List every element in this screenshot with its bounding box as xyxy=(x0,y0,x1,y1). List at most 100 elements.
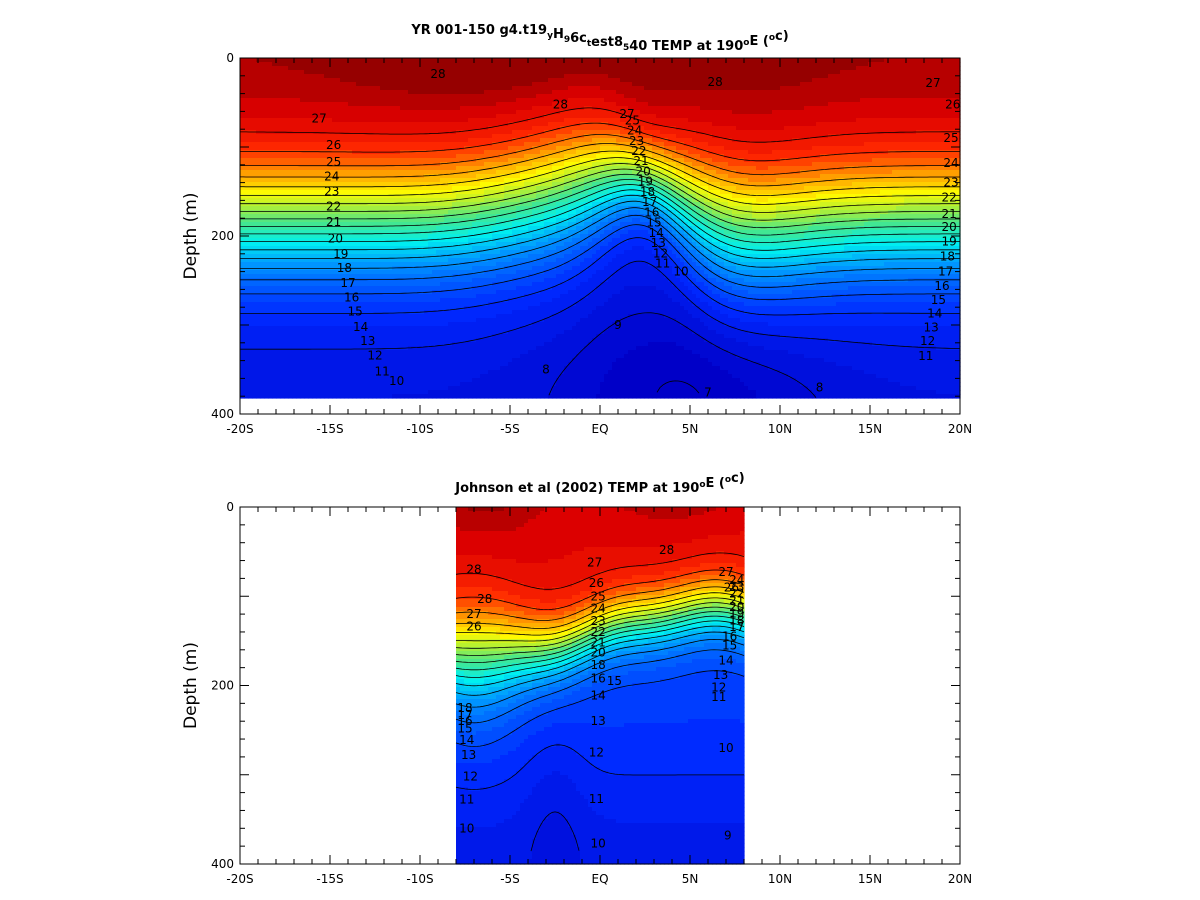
contour-label: 27 xyxy=(619,107,634,121)
contour-label: 21 xyxy=(326,215,341,229)
contour-line xyxy=(455,569,745,611)
contour-label: 18 xyxy=(940,250,955,264)
contour-line xyxy=(455,625,745,687)
contour-label: 17 xyxy=(729,620,744,634)
contour-label: 13 xyxy=(924,321,939,335)
y-axis-label: Depth (m) xyxy=(181,192,201,279)
contour-label: 17 xyxy=(457,708,472,722)
contour-label: 27 xyxy=(587,555,602,569)
x-tick-label: 15N xyxy=(858,422,882,436)
contour-line xyxy=(240,260,961,350)
contour-label: 24 xyxy=(627,124,642,138)
contour-label: 19 xyxy=(333,247,348,261)
contour-label: 27 xyxy=(312,112,327,126)
x-tick-label: 5N xyxy=(682,422,699,436)
contour-label: 26 xyxy=(724,580,739,594)
contour-line xyxy=(455,606,745,656)
contour-line xyxy=(656,380,700,394)
contour-label: 22 xyxy=(631,144,646,158)
contour-label: 24 xyxy=(324,169,339,183)
contour-label: 12 xyxy=(589,745,604,759)
contour-labels: 2828282727272626252524242323222221212020… xyxy=(312,67,961,400)
contour-line xyxy=(240,224,960,301)
contour-label: 19 xyxy=(942,234,957,248)
contour-label: 20 xyxy=(729,600,744,614)
contour-line xyxy=(240,163,960,213)
contour-label: 18 xyxy=(337,261,352,275)
contour-label: 8 xyxy=(816,380,824,394)
contour-label: 24 xyxy=(943,156,958,170)
contour-label: 16 xyxy=(934,279,949,293)
contour-line xyxy=(240,134,961,176)
contour-label: 12 xyxy=(711,680,726,694)
x-tick-label: -15S xyxy=(316,422,343,436)
contour-label: 12 xyxy=(920,334,935,348)
contour-label: 23 xyxy=(591,614,606,628)
contour-lines xyxy=(240,107,961,398)
contour-label: 26 xyxy=(945,97,960,111)
contour-label: 28 xyxy=(708,75,723,89)
contour-label: 17 xyxy=(340,276,355,290)
axis-ticks xyxy=(239,57,961,415)
contour-label: 15 xyxy=(348,305,363,319)
contour-lines xyxy=(455,552,745,852)
contour-label: 26 xyxy=(466,620,481,634)
y-tick-label: 400 xyxy=(211,407,234,421)
contour-label: 16 xyxy=(457,714,472,728)
x-tick-label: -20S xyxy=(226,872,253,886)
x-tick-label: -10S xyxy=(406,422,433,436)
contour-label: 20 xyxy=(636,165,651,179)
contour-line xyxy=(455,597,745,642)
contour-label: 10 xyxy=(673,265,688,279)
y-tick-label: 0 xyxy=(226,51,234,65)
contour-label: 18 xyxy=(457,701,472,715)
contour-label: 10 xyxy=(591,837,606,851)
contour-label: 14 xyxy=(591,688,606,702)
contour-label: 22 xyxy=(591,625,606,639)
contour-label: 14 xyxy=(927,306,942,320)
contour-label: 26 xyxy=(589,576,604,590)
contour-line xyxy=(530,811,580,852)
x-tick-label: -5S xyxy=(500,872,520,886)
contour-label: 16 xyxy=(344,290,359,304)
contour-label: 23 xyxy=(324,185,339,199)
contour-line xyxy=(456,592,745,636)
x-tick-label: 10N xyxy=(768,872,792,886)
x-tick-label: 20N xyxy=(948,422,972,436)
contour-line xyxy=(240,157,960,205)
contour-line xyxy=(240,168,960,221)
y-tick-labels: 0 200 400 xyxy=(211,500,234,871)
x-tick-labels: -20S -15S -10S -5S EQ 5N 10N 15N 20N xyxy=(226,872,972,886)
contour-label: 23 xyxy=(943,176,958,190)
chart-title: Johnson et al (2002) TEMP at 190oE (oc) xyxy=(454,471,744,496)
contour-label: 23 xyxy=(629,134,644,148)
contour-line xyxy=(240,207,960,278)
x-tick-label: -5S xyxy=(500,422,520,436)
contour-line xyxy=(455,602,745,649)
contour-line xyxy=(240,107,960,143)
contour-label: 24 xyxy=(591,602,606,616)
contour-label: 19 xyxy=(638,175,653,189)
contour-label: 16 xyxy=(722,629,737,643)
contour-line xyxy=(240,143,960,187)
contour-line xyxy=(240,184,960,243)
contour-label: 26 xyxy=(326,138,341,152)
contour-label: 14 xyxy=(718,654,733,668)
contour-label: 11 xyxy=(711,690,726,704)
contour-label: 13 xyxy=(651,236,666,250)
contour-label: 20 xyxy=(591,646,606,660)
contour-label: 16 xyxy=(591,671,606,685)
y-tick-label: 400 xyxy=(211,857,234,871)
x-tick-label: 15N xyxy=(858,872,882,886)
contour-line xyxy=(455,670,745,747)
contour-label: 28 xyxy=(659,543,674,557)
contour-label: 21 xyxy=(942,207,957,221)
contour-line xyxy=(455,579,745,621)
contour-label: 12 xyxy=(653,246,668,260)
contour-label: 15 xyxy=(646,216,661,230)
contour-line xyxy=(455,552,745,590)
contour-label: 13 xyxy=(713,668,728,682)
x-tick-label: 10N xyxy=(768,422,792,436)
